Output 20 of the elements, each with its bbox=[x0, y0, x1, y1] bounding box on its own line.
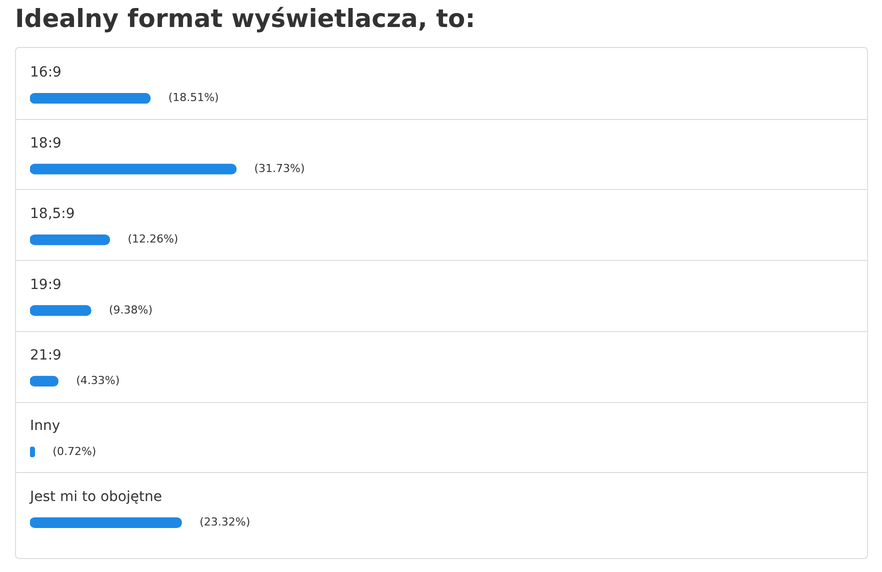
bar bbox=[30, 517, 182, 528]
y-tick-label: 21:9 bbox=[30, 348, 62, 364]
data-label: (31.73%) bbox=[254, 162, 305, 175]
data-label: (18.51%) bbox=[168, 91, 219, 104]
bar bbox=[30, 93, 151, 104]
y-tick-label: 16:9 bbox=[30, 64, 62, 81]
bar bbox=[30, 164, 237, 174]
data-label: (9.38%) bbox=[108, 303, 152, 316]
y-tick-label: Inny bbox=[30, 418, 60, 434]
data-label: (12.26%) bbox=[128, 232, 178, 246]
data-label: (4.33%) bbox=[76, 374, 120, 388]
y-tick-label: 18,5:9 bbox=[30, 206, 75, 222]
y-tick-label: Jest mi to obojętne bbox=[29, 488, 162, 505]
y-tick-label: 19:9 bbox=[30, 276, 62, 293]
bar bbox=[30, 305, 92, 316]
data-label: (23.32%) bbox=[200, 516, 250, 528]
y-tick-label: 18:9 bbox=[30, 135, 62, 152]
bar bbox=[30, 234, 110, 246]
data-label: (0.72%) bbox=[52, 444, 96, 458]
chart-title: Idealny format wyświetlacza, to: bbox=[15, 4, 476, 33]
